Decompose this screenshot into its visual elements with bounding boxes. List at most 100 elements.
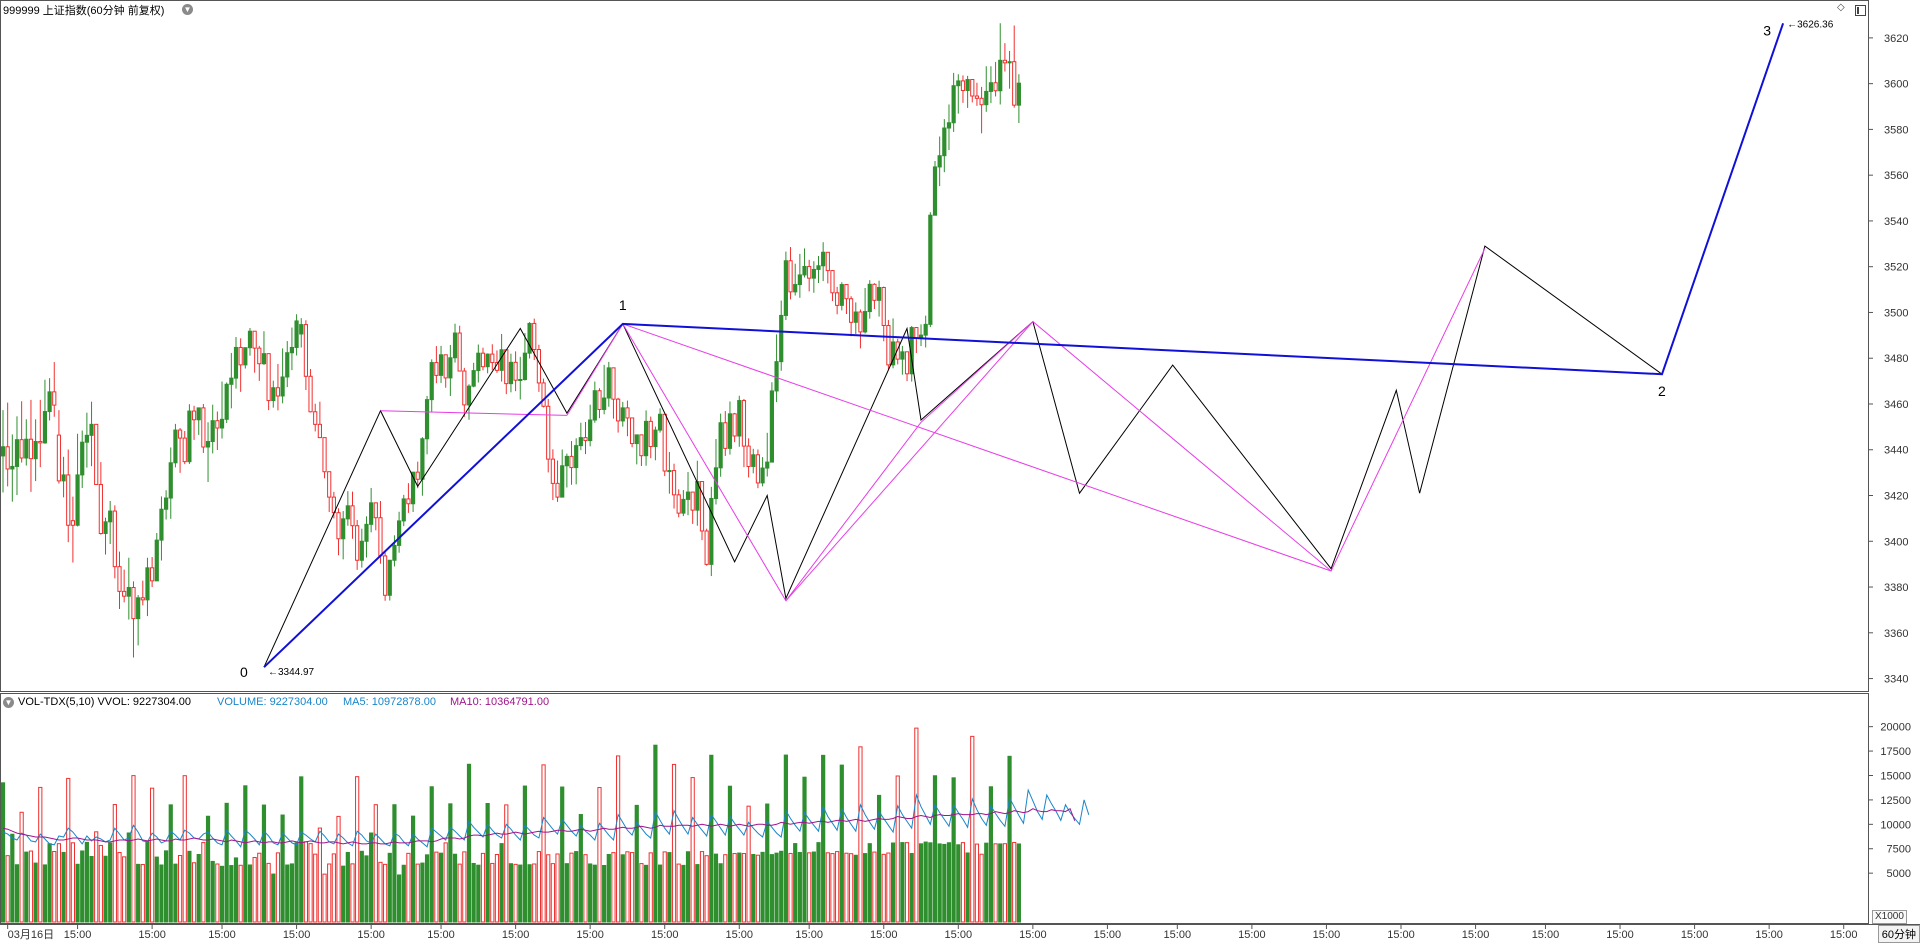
candle <box>397 520 402 546</box>
volume-bar <box>606 853 611 923</box>
title-dropdown-icon[interactable]: ▼ <box>182 4 193 15</box>
candle <box>215 420 220 429</box>
primary-wave-line <box>263 22 1785 668</box>
volume-bar <box>10 833 15 923</box>
volume-bar <box>168 804 173 923</box>
candle <box>769 390 774 463</box>
volume-bar <box>350 863 355 923</box>
volume-bar <box>984 842 989 923</box>
candle <box>89 423 94 436</box>
volume-bar <box>970 735 975 923</box>
volume-bar <box>317 827 322 923</box>
candle <box>415 471 420 480</box>
volume-dropdown-icon[interactable]: ▼ <box>3 697 14 708</box>
candle <box>648 420 653 448</box>
volume-bar <box>247 864 253 923</box>
volume-bar <box>709 754 714 923</box>
candle <box>960 80 966 92</box>
volume-bar <box>611 852 616 923</box>
volume-bar <box>187 850 192 923</box>
candle <box>480 352 486 368</box>
volume-bar <box>145 840 150 923</box>
price-extreme-label: ←3344.97 <box>268 667 315 678</box>
candle <box>835 292 840 306</box>
period-tag[interactable]: 60分钟 <box>1877 925 1920 943</box>
candle <box>690 491 695 511</box>
candle <box>974 95 980 99</box>
candle <box>564 455 569 467</box>
candle <box>471 370 476 387</box>
time-tick-label: 15:00 <box>726 929 754 941</box>
volume-bar <box>28 850 34 923</box>
volume-tick-label: 10000 <box>1880 819 1911 831</box>
volume-bar <box>769 854 774 923</box>
volume-bar <box>890 842 896 923</box>
volume-bar <box>429 786 434 923</box>
volume-panel-frame <box>0 693 1869 924</box>
candle <box>112 510 117 568</box>
candle <box>476 352 481 372</box>
time-tick-label: 15:00 <box>795 929 823 941</box>
candle <box>807 265 812 279</box>
price-tick-label: 3440 <box>1884 445 1908 457</box>
volume-bar <box>946 842 952 923</box>
candle <box>895 341 900 360</box>
volume-bar <box>224 802 229 923</box>
candle <box>66 474 71 526</box>
candle <box>676 494 681 514</box>
price-tick-label: 3380 <box>1884 582 1908 594</box>
volume-value-label: VOLUME: 9227304.00 <box>217 696 328 708</box>
diamond-icon[interactable]: ◇ <box>1837 2 1845 13</box>
candle <box>588 419 593 442</box>
ma5-value-label: MA5: 10972878.00 <box>343 696 436 708</box>
candle <box>308 375 313 413</box>
volume-bar <box>881 853 886 923</box>
volume-bar <box>252 856 257 923</box>
volume-bar <box>191 862 197 923</box>
candle <box>317 423 322 439</box>
price-tick-label: 3460 <box>1884 399 1908 411</box>
candle <box>14 439 20 467</box>
volume-bar <box>257 852 262 923</box>
volume-bar <box>56 843 62 923</box>
volume-bar <box>844 852 849 923</box>
volume-bar <box>676 863 681 923</box>
volume-bar <box>788 852 793 923</box>
volume-bar <box>928 842 933 923</box>
candle <box>881 287 886 326</box>
magenta-wave-line <box>380 410 567 416</box>
candle <box>979 97 984 106</box>
volume-bar <box>718 863 723 923</box>
candle <box>932 166 938 216</box>
volume-bar <box>620 854 625 923</box>
candle <box>452 332 458 359</box>
candle <box>741 400 747 447</box>
time-tick-label: 15:00 <box>945 929 973 941</box>
volume-bar <box>410 815 416 923</box>
candle <box>359 540 364 561</box>
volume-bar <box>914 727 919 923</box>
candle <box>597 390 602 410</box>
volume-bar <box>24 851 29 923</box>
volume-bar <box>522 785 528 923</box>
volume-bar <box>956 844 961 923</box>
volume-bar <box>0 782 6 923</box>
candle <box>168 462 173 499</box>
time-tick-label: 15:00 <box>427 929 455 941</box>
candle <box>541 382 546 407</box>
candle <box>965 79 970 92</box>
volume-bar <box>261 804 267 923</box>
volume-bar <box>42 864 48 923</box>
candle <box>490 353 495 364</box>
candle <box>993 82 998 92</box>
volume-bar <box>80 850 85 923</box>
volume-bar <box>662 851 667 923</box>
candle <box>643 420 649 457</box>
panel-toggle-icon[interactable] <box>1855 5 1866 16</box>
wave-label: 2 <box>1658 383 1666 399</box>
volume-bar <box>196 853 201 923</box>
candle <box>345 505 350 520</box>
volume-bar <box>243 785 248 923</box>
volume-tick-label: 17500 <box>1880 746 1911 758</box>
